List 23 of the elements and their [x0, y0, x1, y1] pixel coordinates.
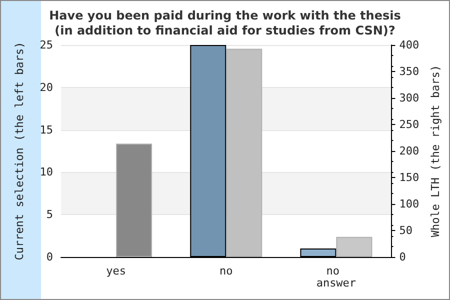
y2-axis-title: Whole LTH (the right bars) — [429, 64, 442, 238]
y2-tick-label: 200 — [399, 144, 420, 158]
y-axis-title: Current selection (the left bars) — [13, 42, 26, 260]
y2-tick-label: 50 — [399, 224, 412, 237]
x-tick-label: no answer — [316, 264, 356, 290]
y2-tick-label: 100 — [399, 198, 420, 210]
x-tick-label: yes — [106, 264, 126, 278]
bar — [116, 144, 152, 257]
y2-tick-label: 350 — [399, 65, 420, 78]
y-tick-label: 20 — [40, 80, 53, 94]
bar — [336, 236, 372, 257]
y-tick-label: 5 — [46, 208, 53, 222]
y2-tick-label: 150 — [399, 171, 420, 184]
y2-tick-label: 250 — [399, 118, 420, 131]
y2-tick-label: 400 — [399, 38, 420, 52]
y2-tick-label: 0 — [399, 250, 406, 264]
chart-title: Have you been paid during the work with the thesis (in addition to financial aid for studies from CSN)? — [49, 8, 401, 38]
x-tick-label: no — [219, 264, 233, 278]
y2-tick-label: 300 — [399, 92, 420, 104]
y-tick-label: 10 — [40, 166, 53, 179]
y-tick-label: 0 — [46, 250, 53, 264]
y-tick-label: 15 — [40, 123, 53, 136]
y-tick-label: 25 — [40, 38, 53, 52]
